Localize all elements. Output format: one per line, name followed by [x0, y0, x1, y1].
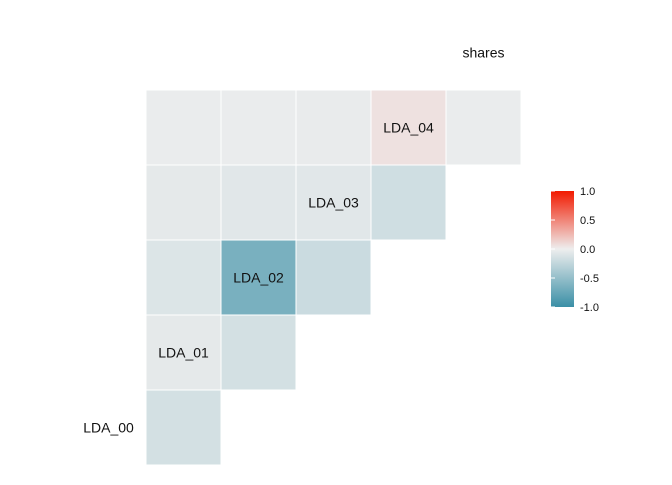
- heatmap-cell-lda-01-lda-00: [145, 389, 222, 466]
- heatmap-cell-shares-lda-03: [370, 89, 447, 166]
- heatmap-cell-lda-03-lda-00: [145, 239, 222, 316]
- variable-label-lda-02: LDA_02: [233, 270, 284, 286]
- variable-label-lda-01: LDA_01: [158, 345, 209, 361]
- heatmap-cell-lda-02-lda-01: [220, 314, 297, 391]
- variable-label-lda-00: LDA_00: [83, 420, 134, 436]
- legend-tick-label: -1.0: [580, 302, 599, 314]
- heatmap-cell-shares-lda-04: [445, 89, 522, 166]
- diagonal-labels: LDA_00 LDA_01 LDA_02 LDA_03 LDA_04 shares: [83, 45, 504, 436]
- variable-label-shares: shares: [462, 45, 504, 61]
- heatmap-cell-lda-03-lda-02: [295, 239, 372, 316]
- heatmap-cell-lda-04-lda-01: [220, 164, 297, 241]
- heatmap-cell-lda-04-lda-03: [370, 164, 447, 241]
- heatmap-cell-shares-lda-01: [220, 89, 297, 166]
- heatmap-cell-shares-lda-02: [295, 89, 372, 166]
- heatmap-cell-lda-02-lda-00: [145, 314, 222, 391]
- legend-tick-label: 0.0: [580, 244, 595, 256]
- legend-tick-label: 0.5: [580, 215, 595, 227]
- colorbar-legend: 1.0 0.5 0.0 -0.5 -1.0: [551, 186, 599, 314]
- heatmap-cell-lda-03-lda-01: [220, 239, 297, 316]
- heatmap-cell-shares-lda-00: [145, 89, 222, 166]
- legend-tick-label: 1.0: [580, 186, 595, 198]
- variable-label-lda-04: LDA_04: [383, 120, 434, 136]
- variable-label-lda-03: LDA_03: [308, 195, 359, 211]
- legend-tick-label: -0.5: [580, 273, 599, 285]
- colorbar: [551, 191, 574, 307]
- heatmap-cell-lda-04-lda-00: [145, 164, 222, 241]
- heatmap-cells: [145, 89, 522, 466]
